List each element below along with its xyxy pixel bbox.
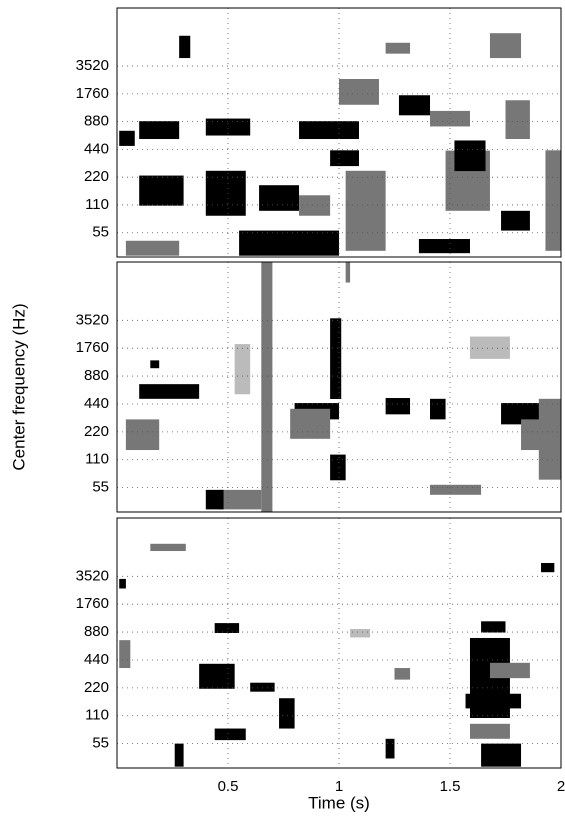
cell <box>206 490 224 510</box>
cell <box>330 455 346 481</box>
cell <box>206 119 250 136</box>
y-tick-label: 220 <box>84 168 109 185</box>
cell <box>139 176 183 206</box>
cell <box>386 739 395 759</box>
cell <box>259 185 299 211</box>
cell <box>501 211 530 231</box>
cell <box>541 563 554 572</box>
cell <box>399 95 430 115</box>
cell <box>206 171 246 216</box>
cell <box>219 490 261 510</box>
y-tick-label: 880 <box>84 367 109 384</box>
cell <box>199 664 235 689</box>
y-tick-label: 440 <box>84 651 109 668</box>
y-tick-label: 440 <box>84 140 109 157</box>
cell <box>386 43 410 54</box>
y-tick-label: 1760 <box>76 339 109 356</box>
cell <box>506 100 530 139</box>
cell <box>250 683 274 692</box>
y-tick-label: 220 <box>84 423 109 440</box>
cell <box>430 485 481 495</box>
y-tick-label: 1760 <box>76 595 109 612</box>
cell <box>470 337 510 359</box>
cell <box>346 262 350 283</box>
y-tick-label: 440 <box>84 395 109 412</box>
cell <box>215 623 239 633</box>
cell <box>175 744 184 767</box>
cell <box>126 419 159 450</box>
cell <box>126 241 179 256</box>
cell <box>119 579 126 589</box>
y-tick-label: 1760 <box>76 85 109 102</box>
y-tick-label: 220 <box>84 679 109 696</box>
y-tick-label: 110 <box>85 196 109 213</box>
cell <box>179 36 190 58</box>
cell <box>539 399 561 480</box>
cell <box>470 724 510 739</box>
cell <box>139 384 199 399</box>
cell <box>481 621 505 632</box>
x-tick-label: 2 <box>557 778 565 795</box>
cell <box>466 694 522 709</box>
x-tick-label: 1 <box>335 778 343 795</box>
cell <box>119 131 135 146</box>
cell <box>395 668 411 680</box>
y-tick-label: 55 <box>92 479 109 496</box>
cell <box>350 629 370 637</box>
cell <box>330 318 341 399</box>
cell <box>235 344 251 394</box>
cell <box>261 262 272 512</box>
cell <box>330 150 359 166</box>
cell <box>299 195 330 215</box>
x-axis-label: Time (s) <box>308 793 370 812</box>
cell <box>139 121 179 139</box>
y-tick-label: 110 <box>85 451 109 468</box>
cell <box>481 744 521 767</box>
cell <box>454 140 485 171</box>
cell <box>299 121 359 139</box>
cell <box>215 729 246 741</box>
cell <box>346 171 386 251</box>
y-tick-label: 110 <box>85 707 109 724</box>
y-tick-label: 55 <box>92 735 109 752</box>
cell <box>419 239 470 253</box>
x-tick-label: 1.5 <box>440 778 461 795</box>
y-tick-label: 880 <box>84 113 109 130</box>
cell <box>119 640 130 668</box>
cell <box>386 398 410 414</box>
cell <box>490 33 521 58</box>
y-tick-label: 3520 <box>76 567 109 584</box>
cell <box>545 150 561 251</box>
x-tick-label: 0.5 <box>218 778 239 795</box>
y-tick-label: 3520 <box>76 311 109 328</box>
cell <box>430 399 446 420</box>
cell <box>150 360 159 368</box>
cell <box>339 79 379 105</box>
cell <box>279 698 295 728</box>
cell <box>239 231 339 256</box>
cell <box>150 544 186 551</box>
y-axis-label: Center frequency (Hz) <box>9 303 28 470</box>
y-tick-label: 55 <box>92 224 109 241</box>
cell <box>490 663 530 678</box>
cell <box>290 409 330 439</box>
y-tick-label: 880 <box>84 623 109 640</box>
y-tick-label: 3520 <box>76 57 109 74</box>
